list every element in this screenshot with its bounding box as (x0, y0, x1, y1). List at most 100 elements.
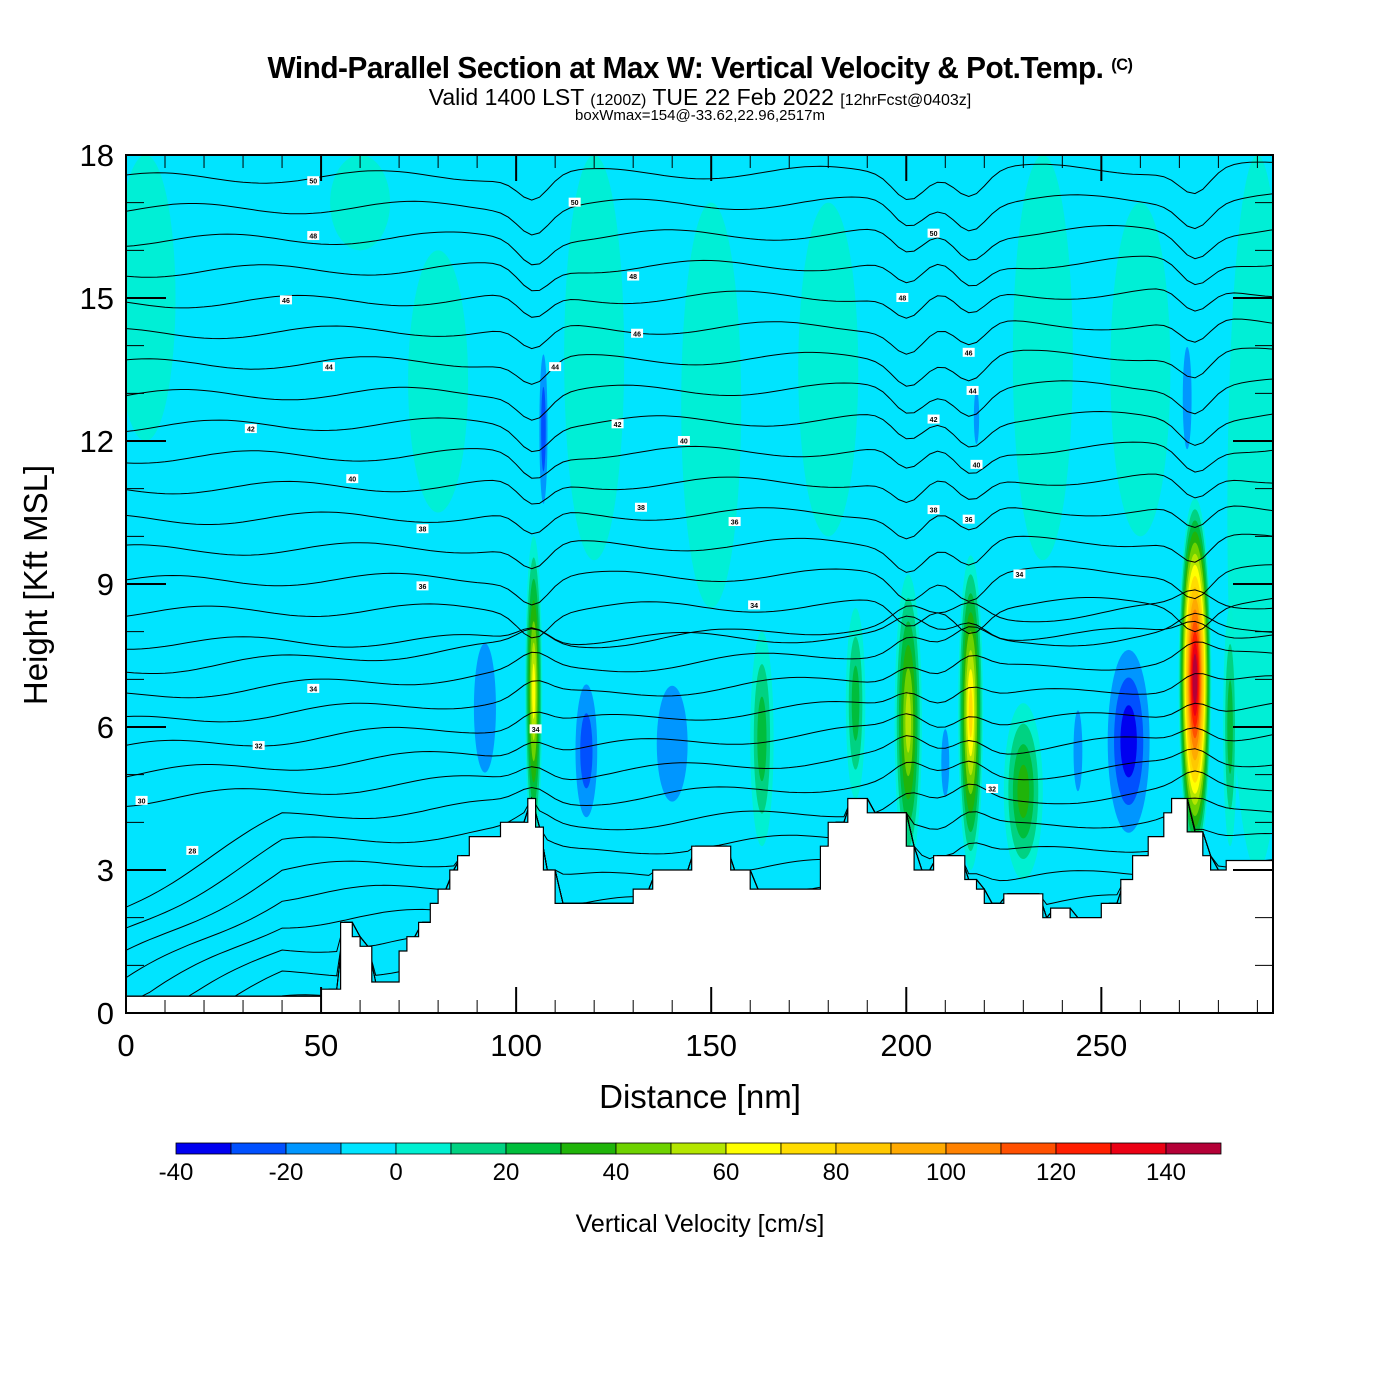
weak-updraft-band (681, 202, 742, 608)
theta-contour-line (126, 255, 1273, 292)
weak-updraft-band (1227, 155, 1273, 870)
y-tick-label: 3 (97, 853, 114, 888)
y-tick-label: 6 (97, 710, 114, 745)
downdraft-cell (541, 386, 546, 472)
updraft-cell (905, 691, 912, 753)
contour-label-bg (529, 724, 542, 734)
theta-contour-line (126, 612, 1273, 699)
contour-label-text: 30 (138, 798, 146, 805)
contour-label-text: 36 (965, 517, 973, 524)
weak-updraft-band (408, 250, 469, 513)
theta-contour-line (126, 702, 1273, 778)
weak-updraft-band (1012, 155, 1073, 561)
downdraft-cell (1182, 346, 1192, 450)
colorbar-swatch (340, 1142, 397, 1155)
contour-label-bg (986, 783, 999, 793)
contour-label-bg (252, 741, 265, 751)
contour-label: 28 (186, 845, 199, 855)
weak-updraft-band (798, 202, 859, 537)
contour-label-bg (962, 347, 975, 357)
contour-label-bg (416, 581, 429, 591)
colorbar-tick-label: -40 (159, 1159, 194, 1186)
contour-label: 44 (549, 362, 562, 372)
updraft-cell (757, 696, 767, 782)
theta-contour-line (126, 505, 1273, 540)
contour-label-bg (1013, 569, 1026, 579)
x-tick-label: 100 (490, 1028, 542, 1063)
contour-label-text: 34 (1016, 572, 1024, 579)
weak-updraft-band (330, 155, 391, 251)
contour-label-text: 38 (930, 508, 938, 515)
contour-label: 36 (416, 581, 429, 591)
contour-label: 50 (307, 176, 320, 186)
contour-label-text: 36 (731, 520, 739, 527)
theta-contour-line (126, 748, 1273, 908)
contour-label-text: 44 (325, 365, 333, 372)
contour-label-text: 44 (551, 365, 559, 372)
contour-label-text: 42 (930, 417, 938, 424)
contour-label: 38 (634, 502, 647, 512)
contour-label: 46 (631, 328, 644, 338)
contour-label-bg (627, 271, 640, 281)
contour-label-text: 38 (637, 505, 645, 512)
contour-label-text: 34 (532, 727, 540, 734)
theta-contour-line (126, 288, 1273, 319)
contour-label: 46 (962, 347, 975, 357)
title-text: Wind-Parallel Section at Max W: Vertical… (267, 50, 1104, 85)
y-tick-label: 15 (80, 281, 114, 316)
theta-contour-line (126, 224, 1273, 266)
contour-label-bg (927, 414, 940, 424)
colorbar-swatch (505, 1142, 562, 1155)
colorbar-swatch (890, 1142, 947, 1155)
theta-contour-line (126, 589, 1273, 674)
updraft-cell (1193, 664, 1197, 694)
colorbar: -40 -20 0 20 40 60 80 100 120 140 (159, 1142, 1222, 1186)
contour-label-bg (135, 795, 148, 805)
contour-label-text: 40 (348, 477, 356, 484)
contour-label-text: 48 (898, 296, 906, 303)
colorbar-swatch (725, 1142, 782, 1155)
colorbar-swatch (945, 1142, 1002, 1155)
contour-label: 32 (986, 783, 999, 793)
updraft-cell (1227, 680, 1233, 774)
colorbar-swatch (1165, 1142, 1222, 1155)
contour-label-text: 44 (969, 388, 977, 395)
contour-label: 50 (927, 228, 940, 238)
contour-label-text: 40 (680, 439, 688, 446)
colorbar-tick-label: 140 (1146, 1159, 1186, 1186)
colorbar-swatch (615, 1142, 672, 1155)
downdraft-cell (473, 643, 496, 773)
contour-label-text: 50 (309, 179, 317, 186)
contour-label-bg (728, 517, 741, 527)
colorbar-tick-label: 20 (493, 1159, 520, 1186)
contour-label-text: 32 (988, 786, 996, 793)
terrain (126, 797, 1273, 1013)
colorbar-tick-label: 100 (926, 1159, 966, 1186)
contour-labels: 50 48 46 44 42 40 38 36 34 32 30 28 50 48 46 44 42 40 38 36… (135, 176, 1026, 855)
y-tick-label: 9 (97, 567, 114, 602)
x-tick-label: 50 (304, 1028, 338, 1063)
theta-contour-line (126, 615, 1273, 650)
contour-label-bg (927, 228, 940, 238)
contour-label: 48 (307, 231, 320, 241)
valid-date: TUE 22 Feb 2022 (652, 84, 834, 110)
contour-label: 42 (611, 419, 624, 429)
theta-contour-line (126, 533, 1273, 573)
colorbar-swatch (560, 1142, 617, 1155)
theta-contour-line (126, 597, 1273, 639)
updraft-cell (1017, 764, 1030, 819)
theta-contour-line (126, 770, 1273, 929)
contour-label: 50 (568, 197, 581, 207)
contour-label-bg (322, 362, 335, 372)
downdraft-cell (1073, 710, 1083, 792)
contour-label-bg (896, 293, 909, 302)
downdraft-cell (656, 685, 688, 802)
colorbar-tick-label: 0 (389, 1159, 402, 1186)
contour-label-bg (611, 419, 624, 429)
contour-label: 46 (279, 295, 292, 305)
colorbar-tick-label: -20 (269, 1159, 304, 1186)
colorbar-tick-label: 60 (713, 1159, 740, 1186)
updraft-cell (968, 688, 973, 738)
theta-contour-line (126, 641, 1273, 723)
